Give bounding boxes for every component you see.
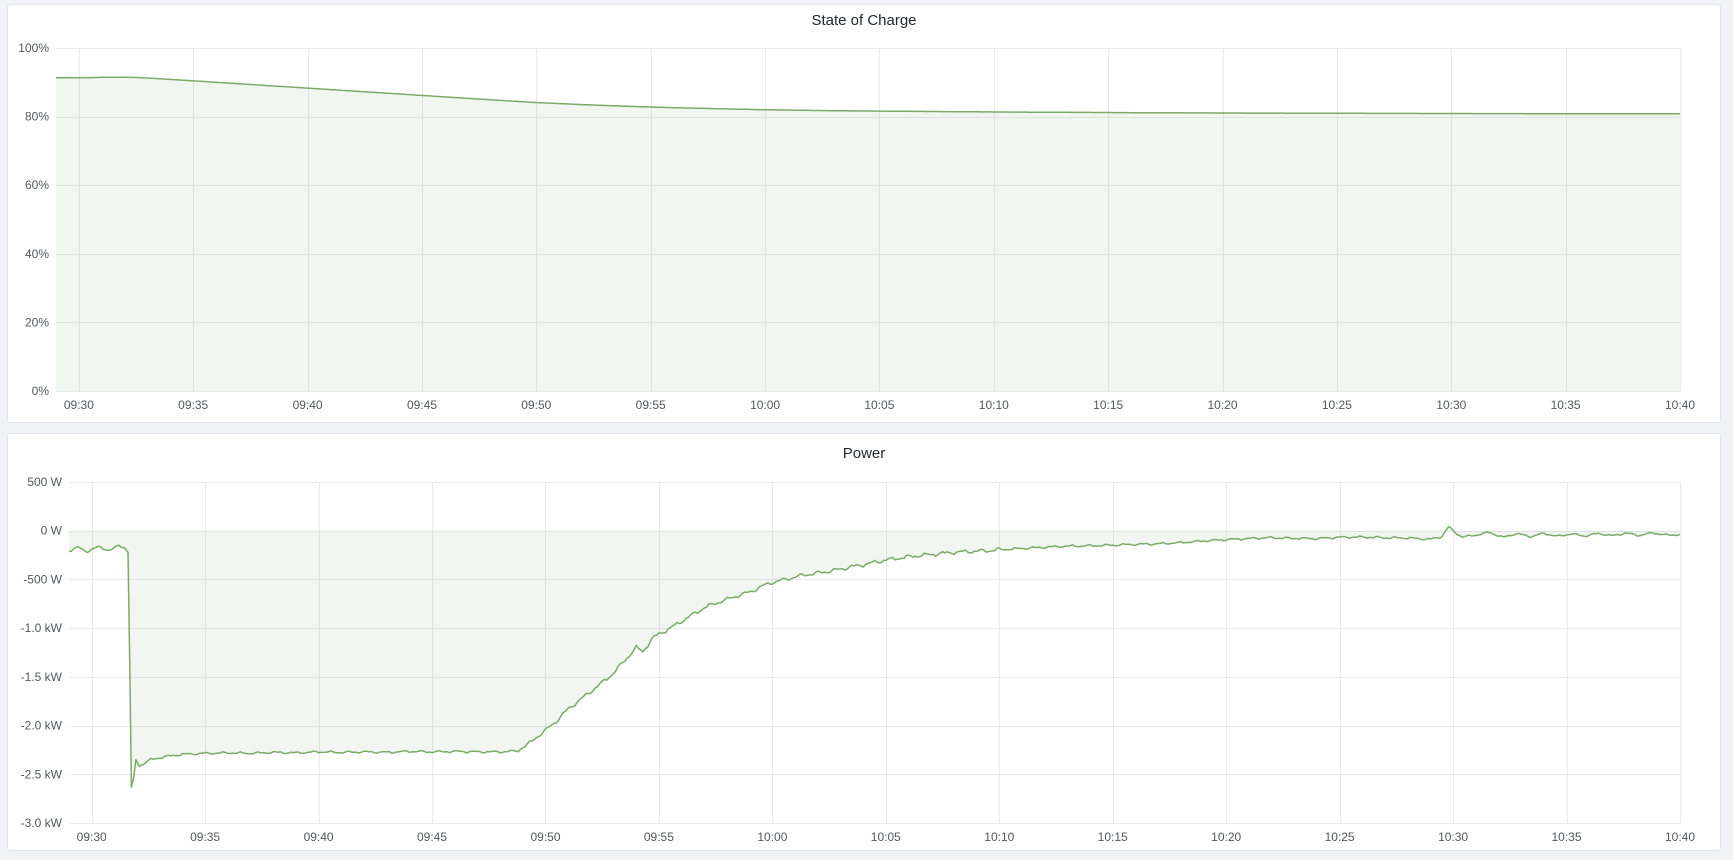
- x-tick-label: 10:00: [750, 398, 780, 412]
- x-tick-label: 10:05: [864, 398, 894, 412]
- chart-state-of-charge[interactable]: 09:30 09:35 09:40 09:45 09:50 09:55 10:00 10:05…: [8, 5, 1720, 422]
- y-tick-label: 0 W: [41, 524, 63, 538]
- y-tick-label: 40%: [25, 247, 49, 261]
- y-tick-label: 80%: [25, 110, 49, 124]
- panel-power: Power 09:30 09:35 09:40 09:45 09:50 09:55 10:0…: [7, 433, 1721, 851]
- x-tick-label: 09:55: [644, 830, 674, 844]
- x-tick-label: 09:40: [293, 398, 323, 412]
- x-tick-label: 09:35: [178, 398, 208, 412]
- x-tick-label: 10:20: [1211, 830, 1241, 844]
- gridlines: [56, 48, 1681, 392]
- gridlines: [69, 482, 1681, 824]
- panel-state-of-charge: State of Charge 09:30 09:35 09:40 09:45 09:5…: [7, 4, 1721, 423]
- panel-title-state-of-charge[interactable]: State of Charge: [811, 12, 917, 29]
- x-tick-label: 10:15: [1098, 830, 1128, 844]
- y-tick-label: -3.0 kW: [21, 816, 63, 830]
- x-tick-label: 10:00: [757, 830, 787, 844]
- y-tick-label: 20%: [25, 315, 49, 329]
- x-tick-label: 10:25: [1322, 398, 1352, 412]
- x-tick-label: 10:10: [979, 398, 1009, 412]
- y-tick-label: 0%: [32, 384, 50, 398]
- y-tick-label: -2.0 kW: [21, 719, 63, 733]
- x-tick-label: 10:40: [1665, 830, 1695, 844]
- x-tick-label: 10:15: [1093, 398, 1123, 412]
- x-tick-label: 10:20: [1207, 398, 1237, 412]
- x-tick-label: 09:30: [77, 830, 107, 844]
- y-tick-label: 500 W: [27, 475, 62, 489]
- x-tick-label: 09:45: [407, 398, 437, 412]
- x-tick-label: 10:10: [984, 830, 1014, 844]
- x-tick-label: 10:35: [1551, 398, 1581, 412]
- y-tick-label: -1.0 kW: [21, 621, 63, 635]
- x-tick-label: 09:55: [636, 398, 666, 412]
- y-tick-label: 100%: [18, 41, 49, 55]
- axis-labels: 09:30 09:35 09:40 09:45 09:50 09:55 10:00 10:05…: [21, 475, 1696, 844]
- chart-canvas: 09:30 09:35 09:40 09:45 09:50 09:55 10:00 10:05…: [18, 41, 1695, 412]
- x-tick-label: 09:50: [521, 398, 551, 412]
- x-tick-label: 09:50: [530, 830, 560, 844]
- x-tick-label: 09:35: [190, 830, 220, 844]
- x-tick-label: 10:30: [1436, 398, 1466, 412]
- series-line: [68, 525, 1681, 788]
- y-tick-label: -2.5 kW: [21, 767, 63, 781]
- chart-canvas: 09:30 09:35 09:40 09:45 09:50 09:55 10:00 10:05…: [21, 475, 1696, 844]
- x-tick-label: 10:35: [1551, 830, 1581, 844]
- x-tick-label: 10:30: [1438, 830, 1468, 844]
- x-tick-label: 09:45: [417, 830, 447, 844]
- y-tick-label: 60%: [25, 178, 49, 192]
- y-tick-label: -1.5 kW: [21, 670, 63, 684]
- x-tick-label: 10:05: [871, 830, 901, 844]
- panel-title-power[interactable]: Power: [842, 445, 886, 462]
- chart-power[interactable]: 09:30 09:35 09:40 09:45 09:50 09:55 10:00 10:05…: [8, 434, 1720, 850]
- axis-labels: 09:30 09:35 09:40 09:45 09:50 09:55 10:00 10:05…: [18, 41, 1695, 412]
- x-tick-label: 09:40: [304, 830, 334, 844]
- series-fill: [56, 77, 1680, 391]
- x-tick-label: 10:25: [1325, 830, 1355, 844]
- series-line: [56, 76, 1680, 115]
- y-tick-label: -500 W: [23, 572, 62, 586]
- x-tick-label: 10:40: [1665, 398, 1695, 412]
- series-fill: [69, 526, 1680, 787]
- x-tick-label: 09:30: [64, 398, 94, 412]
